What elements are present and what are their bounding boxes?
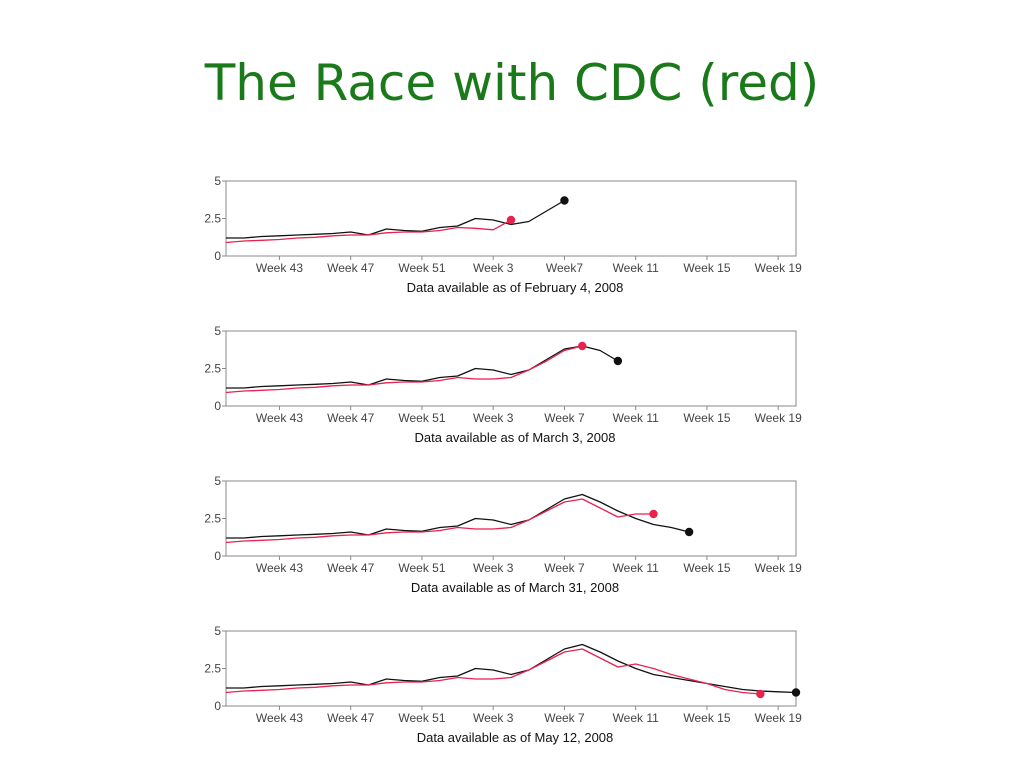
x-tick-label: Week 47	[327, 261, 374, 275]
x-tick-label: Week 51	[398, 261, 445, 275]
series-end-point-cdc	[649, 509, 658, 519]
chart-panel-4: 0 2.5 5 Week 43 Week 47 Week 51 Week 3 Week 7 We…	[204, 624, 802, 745]
series-end-point-google	[613, 356, 623, 366]
x-tick-label: Week 51	[398, 561, 445, 575]
series-end-point-google	[684, 527, 694, 537]
series-end-point-cdc	[506, 215, 516, 225]
x-tick-label: Week 19	[755, 261, 802, 275]
x-tick-label: Week 15	[683, 561, 730, 575]
series-line-cdc	[225, 498, 654, 544]
x-tick-label: Week7	[546, 261, 583, 275]
x-tick-label: Week 11	[613, 561, 660, 575]
chart-panel-2: 0 2.5 5 Week 43 Week 47 Week 51 Week 3 Week 7 We…	[204, 324, 802, 445]
x-tick-label: Week 7	[544, 411, 585, 425]
plot-frame	[225, 330, 797, 407]
chart-panel-3: 0 2.5 5 Week 43 Week 47 Week 51 Week 3 Week 7 We…	[204, 474, 802, 595]
x-tick-label: Week 43	[256, 711, 303, 725]
series-line-google	[226, 345, 619, 389]
series-line-cdc	[225, 345, 583, 394]
y-tick-label: 2.5	[204, 362, 221, 376]
x-tick-label: Week 3	[473, 711, 514, 725]
series-end-point-cdc	[756, 689, 765, 699]
series-end-point-cdc	[578, 341, 587, 351]
x-tick-label: Week 11	[613, 711, 660, 725]
x-tick-label: Week 7	[544, 561, 585, 575]
chart-caption: Data available as of March 3, 2008	[415, 430, 616, 445]
chart-caption: Data available as of February 4, 2008	[407, 280, 624, 295]
x-tick-label: Week 3	[473, 561, 514, 575]
y-tick-label: 0	[214, 249, 221, 263]
x-tick-label: Week 7	[544, 711, 585, 725]
x-tick-label: Week 51	[398, 411, 445, 425]
series-end-point-google	[791, 688, 801, 697]
y-tick-label: 5	[214, 624, 221, 638]
chart-caption: Data available as of May 12, 2008	[417, 730, 614, 745]
x-tick-label: Week 19	[755, 561, 802, 575]
series-line-cdc	[225, 219, 512, 244]
x-tick-label: Week 47	[327, 711, 374, 725]
x-tick-label: Week 3	[473, 261, 514, 275]
chart-caption: Data available as of March 31, 2008	[411, 580, 619, 595]
x-tick-label: Week 15	[683, 261, 730, 275]
x-tick-label: Week 11	[613, 411, 660, 425]
x-tick-label: Week 43	[256, 561, 303, 575]
y-tick-label: 2.5	[204, 512, 221, 526]
y-tick-label: 0	[214, 699, 221, 713]
y-tick-label: 2.5	[204, 662, 221, 676]
x-tick-label: Week 3	[473, 411, 514, 425]
plot-frame	[225, 480, 797, 557]
x-tick-label: Week 51	[398, 711, 445, 725]
series-end-point-google	[560, 196, 569, 205]
y-tick-label: 0	[214, 549, 221, 563]
y-tick-label: 2.5	[204, 212, 221, 226]
x-tick-label: Week 47	[327, 561, 374, 575]
y-tick-label: 5	[214, 474, 221, 488]
x-tick-label: Week 11	[613, 261, 660, 275]
x-tick-label: Week 43	[256, 411, 303, 425]
x-tick-label: Week 19	[755, 411, 802, 425]
plot-frame	[225, 630, 797, 707]
x-tick-label: Week 15	[683, 411, 730, 425]
x-tick-label: Week 43	[256, 261, 303, 275]
chart-panel-1: 0 2.5 5 Week 43 Week 47 Week 51 Week 3 Week7 Wee…	[204, 174, 802, 295]
y-tick-label: 5	[214, 324, 221, 338]
y-tick-label: 0	[214, 399, 221, 413]
x-tick-label: Week 19	[755, 711, 802, 725]
y-tick-label: 5	[214, 174, 221, 188]
series-line-cdc	[225, 648, 761, 695]
x-tick-label: Week 47	[327, 411, 374, 425]
series-line-google	[226, 199, 565, 239]
x-tick-label: Week 15	[683, 711, 730, 725]
slide-title: The Race with CDC (red)	[204, 54, 820, 112]
series-line-google	[226, 493, 690, 539]
